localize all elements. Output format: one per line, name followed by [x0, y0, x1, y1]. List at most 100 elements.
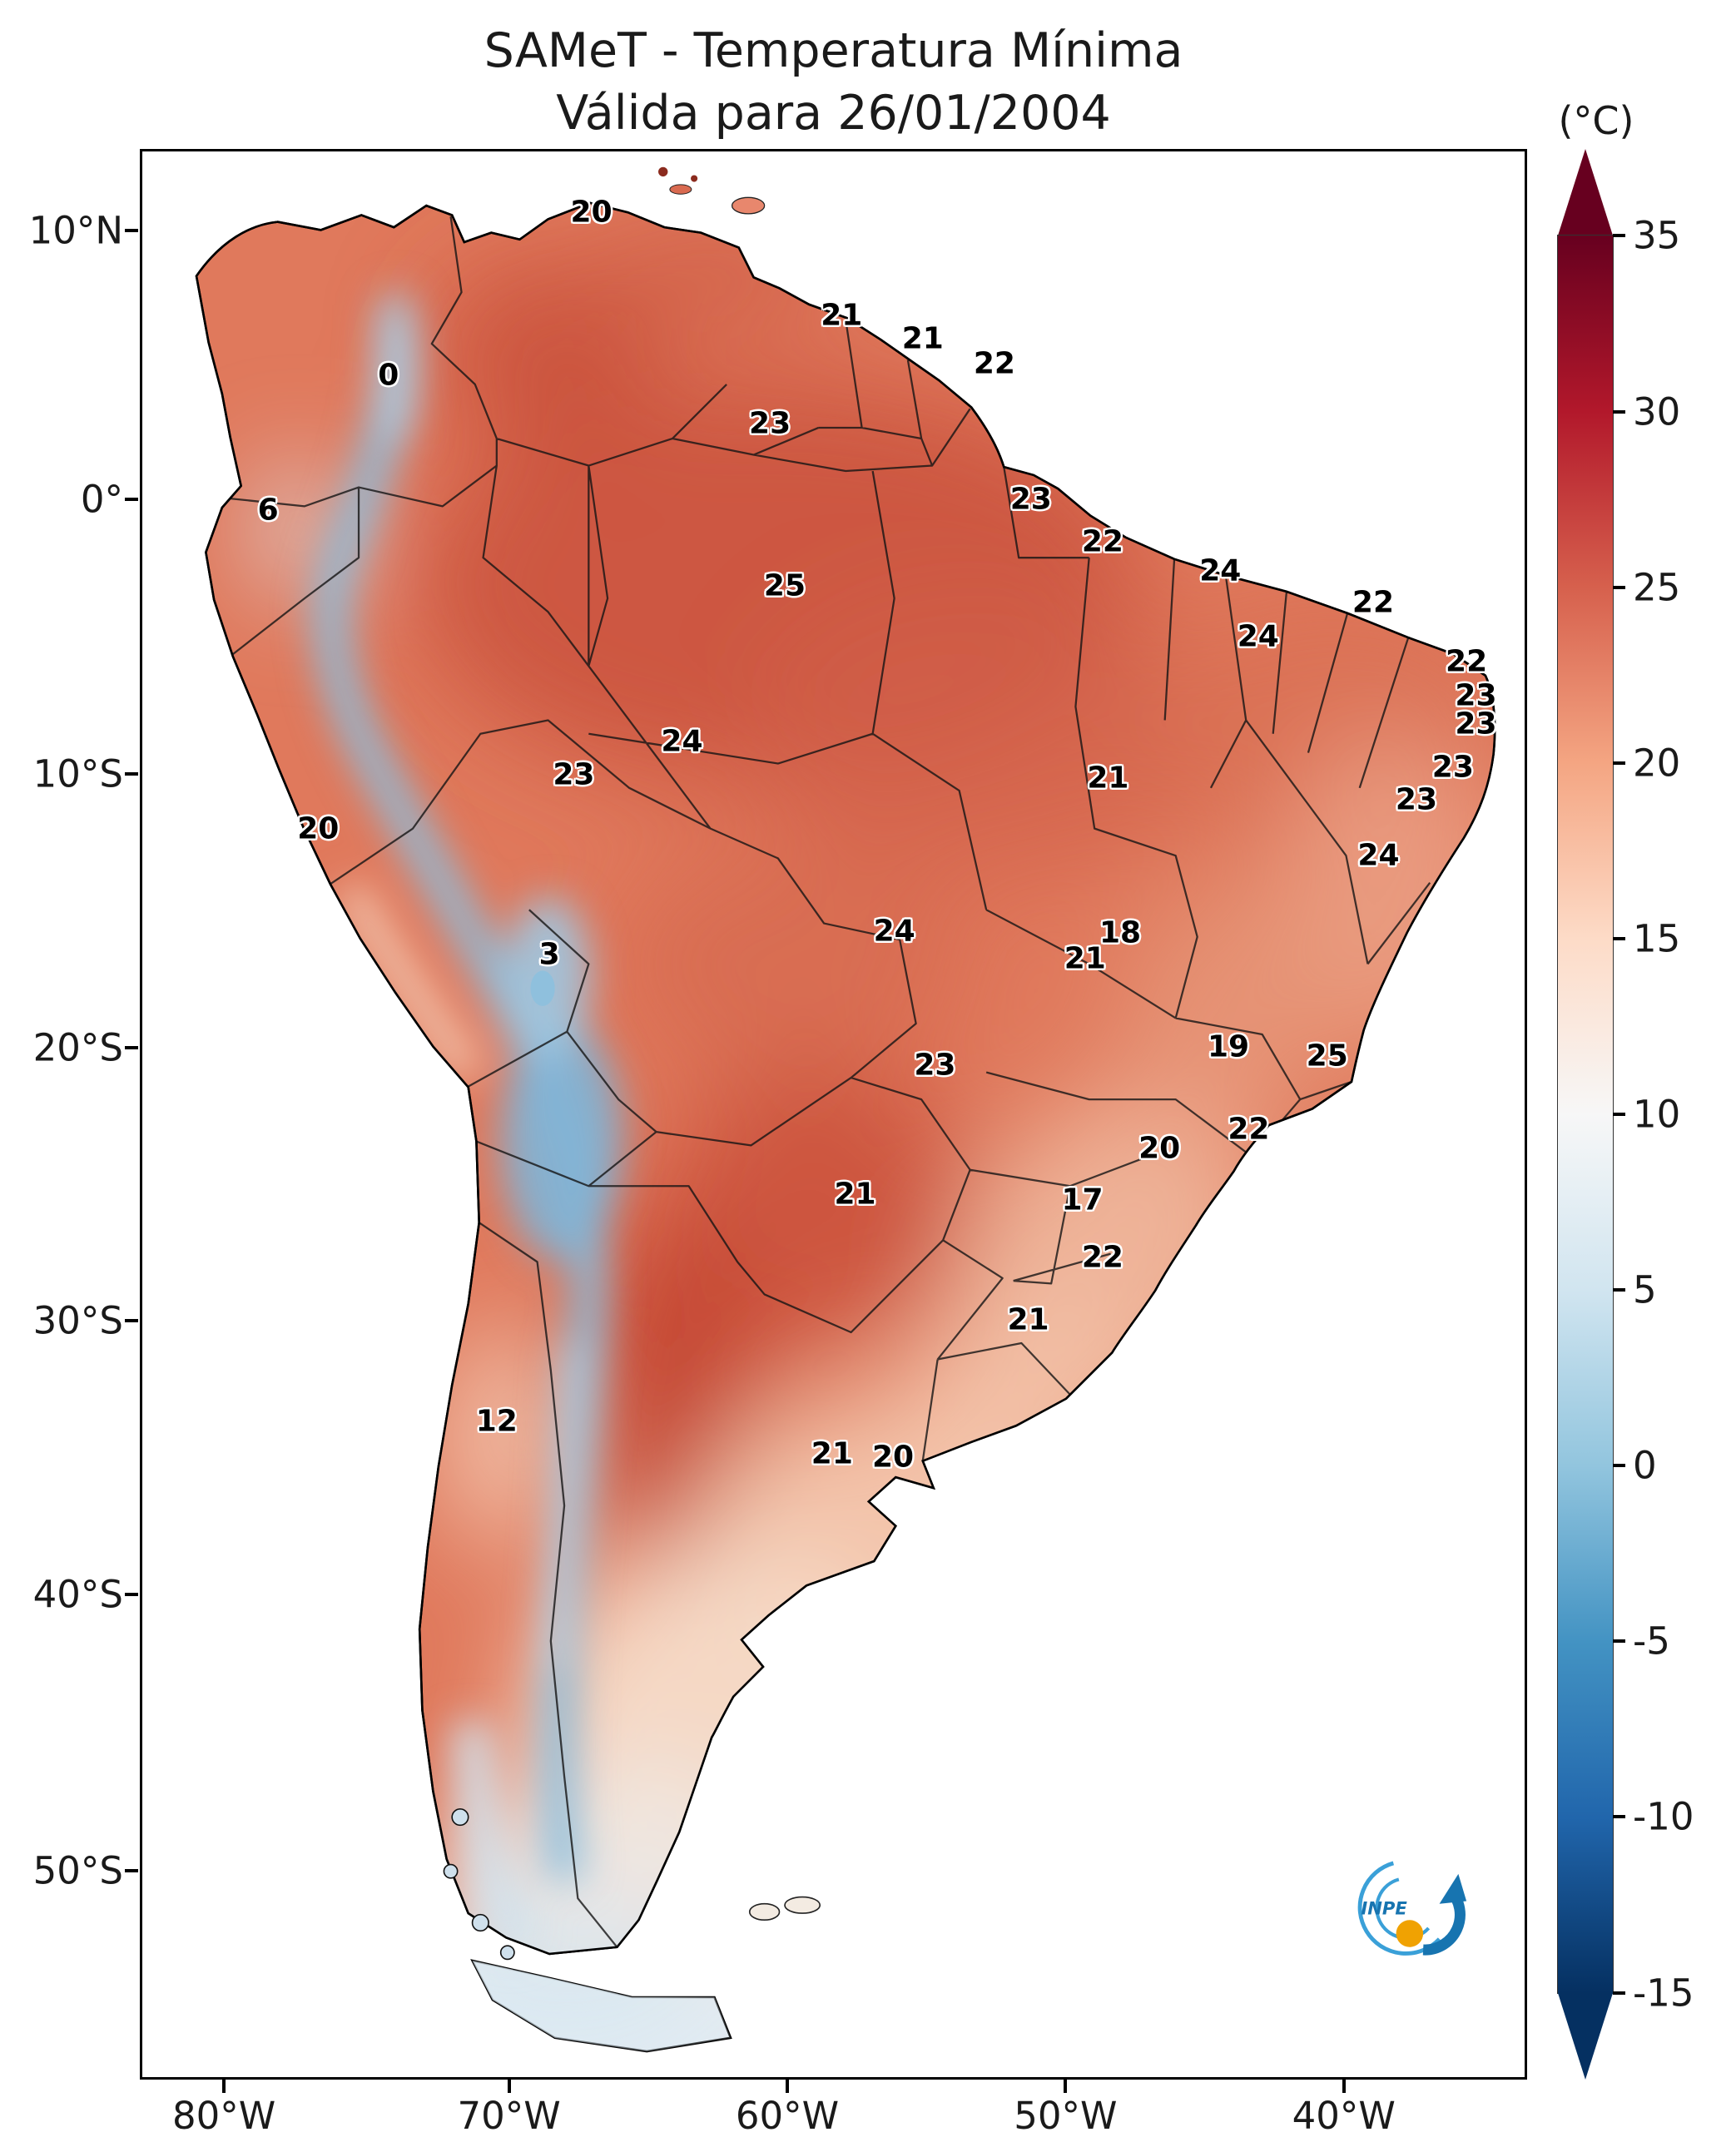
temp-label: 24	[1357, 838, 1400, 873]
colorbar-tick-mark	[1613, 1639, 1625, 1644]
inpe-arrowhead-icon	[1439, 1873, 1467, 1904]
colorbar	[1557, 149, 1614, 2080]
colorbar-tick-mark	[1613, 234, 1625, 238]
colorbar-tick-label: 0	[1633, 1443, 1657, 1488]
colorbar-tick-mark	[1613, 1113, 1625, 1116]
colorbar-tick-label: 25	[1633, 565, 1681, 610]
temp-label: 12	[475, 1404, 518, 1439]
temp-label: 23	[1395, 782, 1438, 817]
temp-label: 21	[1064, 941, 1106, 976]
colorbar-tick-mark	[1613, 761, 1625, 765]
x-axis-tick-label: 70°W	[457, 2094, 561, 2138]
temp-label: 6	[257, 493, 279, 528]
x-axis-tick-mark	[507, 2080, 511, 2093]
temp-label: 22	[973, 346, 1015, 381]
temp-label: 17	[1061, 1183, 1104, 1217]
colorbar-tick-label: 30	[1633, 389, 1681, 434]
colorbar-tick-mark	[1613, 936, 1625, 940]
colorbar-tick-mark	[1613, 409, 1625, 414]
title-line1: SAMeT - Temperatura Mínima	[484, 23, 1183, 78]
temp-label: 21	[834, 1177, 876, 1212]
temp-label: 22	[1081, 524, 1123, 559]
colorbar-tick-mark	[1613, 1288, 1625, 1292]
temp-label: 24	[873, 914, 915, 949]
lake-titicaca	[530, 970, 555, 1006]
x-axis-tick-mark	[222, 2080, 226, 2093]
temp-label: 21	[901, 321, 944, 356]
temp-label: 23	[553, 757, 595, 792]
temp-label: 23	[1431, 750, 1474, 785]
y-axis-tick-label: 50°S	[32, 1848, 123, 1893]
colorbar-tick-label: 35	[1633, 213, 1681, 258]
temp-label: 21	[1087, 761, 1129, 796]
temp-label: 24	[661, 724, 703, 759]
x-axis-tick-label: 60°W	[735, 2094, 840, 2138]
colorbar-gradient	[1557, 235, 1614, 1994]
temp-label: 23	[749, 406, 791, 441]
y-axis-tick-mark	[125, 1868, 138, 1872]
colorbar-tick-label: 5	[1633, 1267, 1657, 1312]
colorbar-tick-label: 15	[1633, 916, 1681, 961]
temp-label: 3	[538, 937, 560, 972]
inpe-logo: INPE	[1357, 1861, 1467, 1956]
temp-label: 22	[1081, 1240, 1123, 1275]
inpe-orange-dot-icon	[1396, 1920, 1424, 1947]
inpe-text: INPE	[1361, 1898, 1407, 1919]
temp-label: 0	[378, 358, 399, 392]
temp-label: 24	[1199, 553, 1242, 588]
colorbar-tick-mark	[1613, 1464, 1625, 1468]
figure-title: SAMeT - Temperatura Mínima Válida para 2…	[140, 20, 1527, 145]
colorbar-tick-label: 20	[1633, 741, 1681, 786]
y-axis-tick-label: 40°S	[32, 1572, 123, 1617]
temp-label: 19	[1208, 1029, 1250, 1064]
temp-label: 21	[821, 298, 863, 333]
temperature-field	[226, 216, 1495, 2052]
y-axis-tick-label: 0°	[80, 477, 123, 522]
temp-label: 21	[811, 1436, 853, 1471]
temp-label: 18	[1099, 915, 1142, 950]
colorbar-under-arrow	[1558, 1993, 1613, 2080]
temp-label: 21	[1007, 1302, 1049, 1337]
y-axis-tick-mark	[125, 228, 138, 232]
x-axis-tick-mark	[1064, 2080, 1068, 2093]
temp-label: 20	[871, 1440, 915, 1475]
islands	[443, 166, 821, 1961]
colorbar-tick-label: -10	[1633, 1794, 1694, 1839]
country-borders	[226, 216, 1431, 1948]
temp-label: 20	[297, 811, 340, 846]
y-axis-tick-label: 10°S	[32, 751, 123, 796]
y-axis-tick-mark	[125, 771, 138, 776]
x-axis-tick-label: 40°W	[1292, 2094, 1396, 2138]
temperature-labels-layer: 20 0 21 21 22 23 6 23 22 24 25 24 22 22 23 23 24 23 23 21 23…	[142, 151, 1525, 2077]
inpe-swirl-icon	[1357, 1861, 1441, 1956]
colorbar-tick-mark	[1613, 1991, 1625, 1995]
y-axis-tick-mark	[125, 1593, 138, 1597]
map-frame: INPE 20 0 21 21 22 23 6 23 22 24 25 24 22 22 23 23 24 23 2…	[140, 149, 1527, 2080]
colorbar-tick-label: -15	[1633, 1971, 1694, 2016]
colorbar-unit-label: (°C)	[1558, 98, 1634, 143]
colorbar-over-arrow	[1558, 149, 1613, 236]
south-america-map: INPE	[195, 166, 1496, 2053]
temp-label: 22	[1228, 1112, 1270, 1147]
temp-label: 20	[570, 195, 613, 230]
temp-label: 20	[1138, 1131, 1181, 1166]
temp-label: 23	[1009, 482, 1052, 517]
x-axis-tick-mark	[1342, 2080, 1346, 2093]
y-axis-tick-mark	[125, 1045, 138, 1049]
temp-label: 23	[1455, 678, 1497, 713]
colorbar-tick-label: -5	[1633, 1619, 1670, 1664]
temp-label: 23	[914, 1048, 956, 1083]
colorbar-tick-mark	[1613, 1815, 1625, 1819]
temp-label: 22	[1446, 644, 1488, 679]
coastline	[195, 201, 1496, 1956]
x-axis-tick-mark	[785, 2080, 789, 2093]
temp-label: 23	[1455, 707, 1497, 741]
temp-label: 22	[1352, 585, 1395, 620]
temp-label: 24	[1237, 619, 1279, 654]
colorbar-tick-label: 10	[1633, 1092, 1681, 1137]
y-axis-tick-mark	[125, 497, 138, 501]
y-axis-tick-mark	[125, 1319, 138, 1322]
title-line2: Válida para 26/01/2004	[556, 86, 1111, 141]
x-axis-tick-label: 50°W	[1014, 2094, 1118, 2138]
